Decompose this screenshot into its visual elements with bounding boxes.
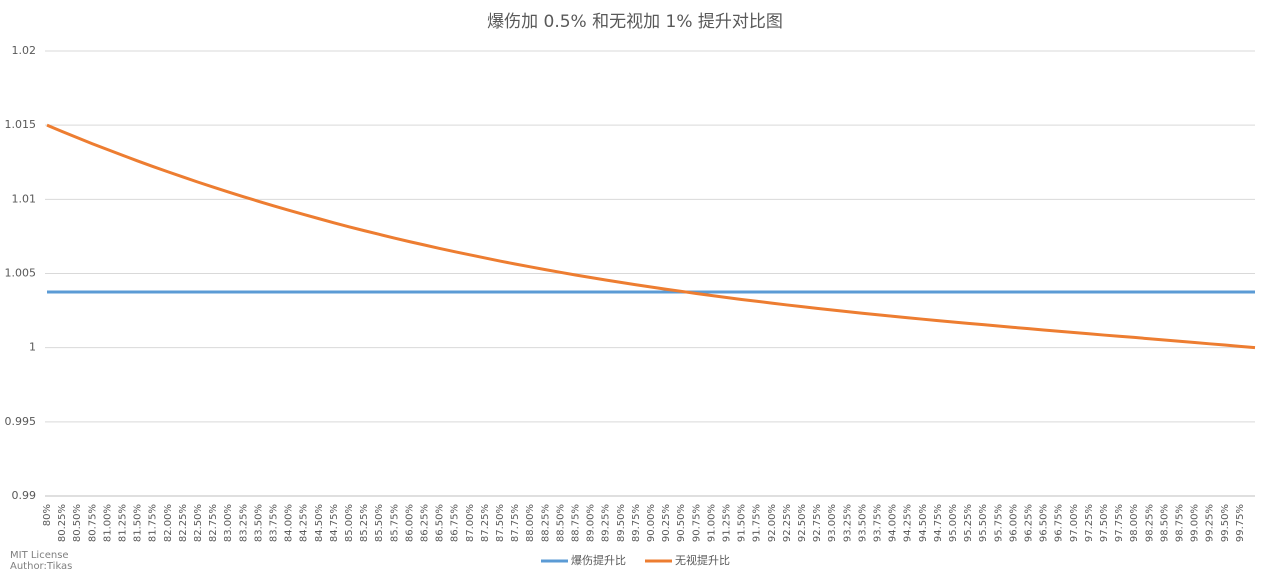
x-tick-label: 92.00% [767,504,778,542]
x-tick-label: 98.75% [1175,504,1186,542]
x-tick-label: 98.25% [1144,504,1155,542]
chart-title: 爆伤加 0.5% 和无视加 1% 提升对比图 [487,12,783,32]
x-tick-label: 94.50% [918,504,929,542]
x-tick-label: 88.75% [571,504,582,542]
x-tick-label: 99.25% [1205,504,1216,542]
x-tick-label: 93.00% [827,504,838,542]
x-tick-label: 83.00% [223,504,234,542]
y-tick-label: 0.995 [5,415,37,428]
x-tick-label: 80% [42,504,53,526]
x-tick-label: 93.50% [857,504,868,542]
x-tick-label: 80.25% [57,504,68,542]
x-tick-label: 89.00% [586,504,597,542]
x-tick-label: 80.50% [72,504,83,542]
x-tick-label: 85.50% [374,504,385,542]
x-tick-label: 81.50% [133,504,144,542]
x-tick-label: 82.00% [163,504,174,542]
x-tick-label: 87.50% [495,504,506,542]
y-tick-label: 1.01 [12,192,37,205]
x-tick-label: 96.25% [1024,504,1035,542]
x-tick-label: 84.50% [314,504,325,542]
x-tick-label: 91.75% [752,504,763,542]
x-tick-label: 88.50% [555,504,566,542]
x-tick-label: 83.50% [253,504,264,542]
x-tick-label: 90.50% [676,504,687,542]
x-tick-label: 94.00% [888,504,899,542]
x-tick-label: 85.25% [359,504,370,542]
x-tick-label: 85.75% [389,504,400,542]
x-tick-label: 82.25% [178,504,189,542]
x-tick-label: 94.75% [933,504,944,542]
x-tick-label: 88.25% [540,504,551,542]
x-tick-label: 90.75% [691,504,702,542]
x-tick-label: 84.75% [329,504,340,542]
x-tick-label: 91.25% [722,504,733,542]
x-tick-label: 97.00% [1069,504,1080,542]
x-tick-label: 97.50% [1099,504,1110,542]
x-tick-label: 93.75% [873,504,884,542]
x-tick-label: 92.25% [782,504,793,542]
x-tick-label: 89.50% [616,504,627,542]
author-note: Author:Tikas [10,561,72,572]
x-tick-label: 81.75% [148,504,159,542]
x-tick-label: 89.75% [631,504,642,542]
x-tick-label: 85.00% [344,504,355,542]
x-tick-label: 82.75% [208,504,219,542]
legend-label: 无视提升比 [675,553,730,567]
x-tick-label: 96.00% [1008,504,1019,542]
y-tick-label: 1.015 [5,118,37,131]
y-tick-label: 1 [29,341,36,354]
x-tick-label: 87.25% [480,504,491,542]
x-tick-label: 80.75% [87,504,98,542]
x-tick-label: 99.00% [1190,504,1201,542]
x-tick-label: 97.25% [1084,504,1095,542]
x-tick-label: 95.75% [993,504,1004,542]
x-tick-label: 83.25% [238,504,249,542]
x-tick-label: 86.50% [435,504,446,542]
x-tick-label: 91.50% [737,504,748,542]
y-tick-label: 1.005 [5,267,37,280]
x-tick-label: 95.50% [978,504,989,542]
x-tick-label: 89.25% [601,504,612,542]
legend-label: 爆伤提升比 [571,553,626,567]
x-tick-label: 90.00% [646,504,657,542]
x-tick-label: 99.75% [1235,504,1246,542]
x-tick-label: 86.75% [450,504,461,542]
x-tick-label: 98.50% [1159,504,1170,542]
x-tick-label: 81.00% [102,504,113,542]
x-tick-label: 97.75% [1114,504,1125,542]
x-tick-label: 99.50% [1220,504,1231,542]
series-line [46,123,1256,350]
x-tick-label: 86.25% [420,504,431,542]
x-tick-label: 92.50% [797,504,808,542]
x-tick-label: 86.00% [404,504,415,542]
x-tick-label: 84.00% [284,504,295,542]
y-tick-label: 0.99 [12,489,37,502]
x-tick-label: 83.75% [269,504,280,542]
y-tick-label: 1.02 [12,44,37,57]
x-tick-label: 96.50% [1039,504,1050,542]
x-tick-label: 88.00% [525,504,536,542]
x-tick-label: 95.00% [948,504,959,542]
x-tick-label: 93.25% [842,504,853,542]
x-tick-label: 92.75% [812,504,823,542]
x-tick-label: 90.25% [661,504,672,542]
x-tick-label: 87.75% [510,504,521,542]
x-tick-label: 98.00% [1129,504,1140,542]
x-tick-label: 91.00% [706,504,717,542]
license-note: MIT License [10,550,69,561]
x-tick-label: 81.25% [118,504,129,542]
x-tick-label: 82.50% [193,504,204,542]
x-tick-label: 95.25% [963,504,974,542]
x-tick-label: 96.75% [1054,504,1065,542]
x-tick-label: 94.25% [903,504,914,542]
x-tick-label: 84.25% [299,504,310,542]
x-tick-label: 87.00% [465,504,476,542]
